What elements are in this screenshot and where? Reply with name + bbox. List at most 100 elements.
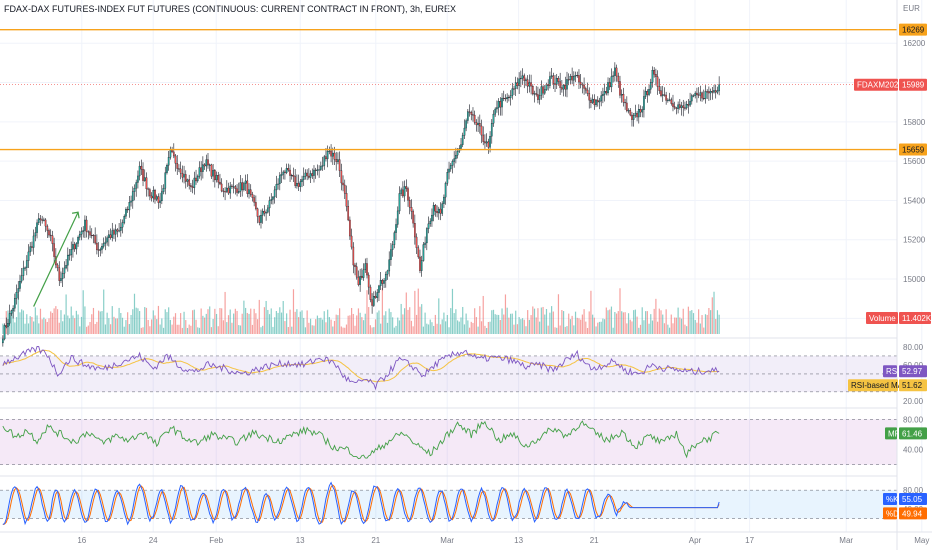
volume-bar — [224, 291, 226, 334]
candle-body — [643, 96, 645, 110]
candle-body — [142, 169, 144, 181]
candle-body — [655, 74, 657, 77]
candle-body — [12, 308, 14, 311]
candle-body — [31, 246, 33, 248]
volume-bar — [398, 320, 401, 334]
candle-body — [415, 236, 418, 249]
candle-body — [119, 226, 122, 231]
horizontal-levels[interactable] — [0, 28, 897, 151]
candle-body — [304, 172, 307, 177]
candle-body — [349, 219, 351, 237]
volume-bar — [159, 324, 161, 334]
candle-body — [678, 104, 681, 108]
volume-bar — [533, 308, 536, 334]
time-axis[interactable]: 1624Feb1321Mar1321Apr17MarMay1523Jun12 — [0, 531, 932, 545]
volume-bar — [125, 320, 127, 334]
candle-body — [195, 177, 197, 182]
volume-bar — [455, 309, 457, 334]
candle-body — [543, 89, 546, 94]
volume-bar — [286, 313, 288, 334]
hline-top-tag: 16269 — [902, 26, 925, 35]
candle-body — [494, 108, 497, 115]
candle-body — [603, 91, 606, 95]
candle-body — [296, 183, 298, 186]
volume-bar — [643, 320, 645, 334]
candle-body — [337, 159, 339, 162]
candle-body — [272, 196, 274, 200]
candle-body — [675, 107, 678, 109]
volume-bar — [631, 321, 633, 334]
candle-body — [372, 296, 375, 306]
volume-bar — [190, 325, 192, 334]
candle-body — [246, 180, 249, 194]
last-price-tag: 15989 — [902, 81, 925, 90]
candle-body — [400, 189, 403, 194]
volume-bar — [289, 309, 291, 334]
candle-body — [263, 210, 266, 214]
volume-bar — [364, 313, 366, 334]
volume-bar — [501, 308, 503, 334]
volume-bar — [569, 319, 572, 334]
volume-bar — [68, 318, 71, 334]
volume-bar — [195, 319, 197, 334]
candle-body — [66, 254, 69, 266]
volume-bar — [479, 306, 481, 334]
volume-bar — [99, 311, 101, 334]
volume-bar — [339, 308, 341, 334]
candle-body — [65, 265, 67, 269]
volume-bar — [262, 325, 264, 334]
candle-body — [414, 223, 416, 238]
volume-bar — [142, 327, 144, 334]
volume-bar — [532, 306, 534, 334]
candle-body — [432, 205, 435, 216]
volume-bar — [127, 312, 129, 334]
hline-bottom-tag-bg — [899, 143, 927, 156]
volume-bar — [433, 325, 435, 334]
volume-bar — [633, 310, 635, 334]
volume-bar — [421, 304, 423, 334]
candle-body — [277, 183, 279, 185]
volume-bar — [41, 319, 43, 334]
trend-arrow[interactable] — [33, 211, 80, 307]
candle-body — [706, 91, 709, 93]
volume-bar — [26, 314, 28, 334]
volume-bar — [561, 310, 563, 334]
candle-body — [475, 122, 478, 126]
candle-body — [506, 97, 508, 100]
candle-body — [376, 292, 379, 298]
volume-bar — [62, 321, 64, 334]
k-name-tag-bg — [883, 492, 897, 505]
candle-body — [101, 246, 103, 250]
candle-body — [48, 230, 50, 236]
candle-body — [602, 94, 604, 96]
d-name-tag: %D — [886, 509, 899, 518]
volume-bar — [636, 316, 638, 334]
candle-body — [123, 216, 126, 223]
candle-body — [297, 183, 300, 187]
volume-bar — [181, 327, 183, 334]
volume-bar — [46, 321, 48, 334]
candle-body — [193, 177, 196, 188]
candle-body — [689, 100, 691, 106]
volume-bar — [393, 327, 395, 334]
volume-bar — [263, 307, 266, 334]
candle-body — [114, 229, 117, 235]
volume-bar — [381, 288, 383, 334]
candle-body — [367, 274, 370, 288]
volume-bar — [21, 309, 23, 334]
volume-bar — [236, 310, 238, 334]
volume-bar — [241, 313, 243, 334]
candle-body — [345, 193, 348, 207]
volume-bar — [354, 325, 356, 334]
candle-body — [453, 158, 456, 162]
candle-body — [467, 111, 469, 121]
volume-bar — [368, 307, 370, 334]
candle-body — [157, 196, 160, 203]
candle-body — [482, 134, 485, 142]
volume-bar — [345, 324, 348, 334]
candle-body — [20, 275, 23, 282]
volume-bar — [424, 312, 426, 334]
volume-bar — [344, 327, 346, 334]
volume-bar — [39, 308, 42, 334]
